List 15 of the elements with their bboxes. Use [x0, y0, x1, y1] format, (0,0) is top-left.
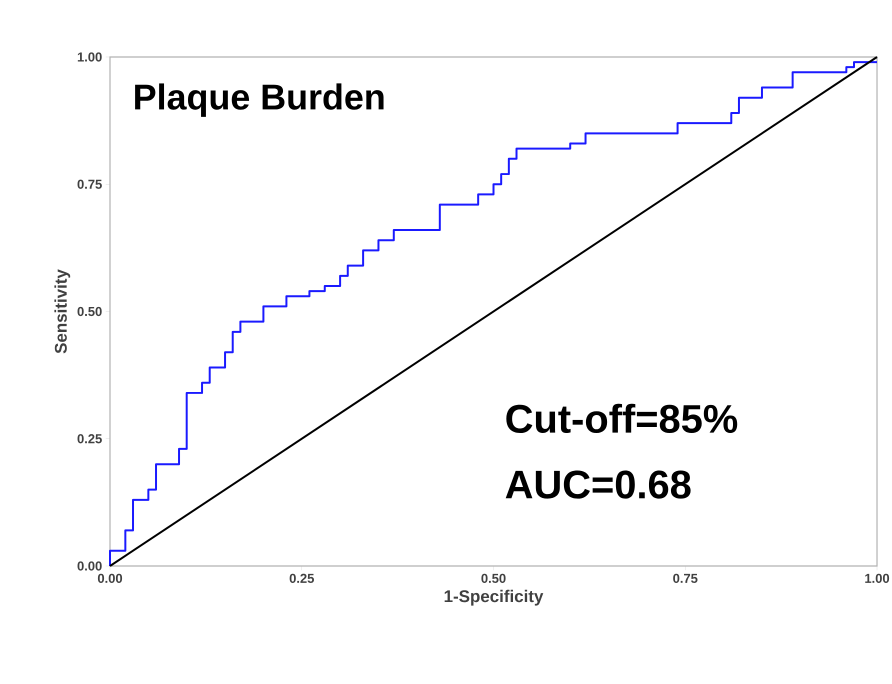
y-tick-label: 0.50: [78, 306, 102, 316]
y-tick-label: 1.00: [78, 52, 102, 62]
y-tick-label: 0.00: [78, 561, 102, 571]
x-tick-label: 1.00: [865, 574, 890, 583]
y-axis-title: Sensitivity: [54, 269, 70, 354]
x-tick-label: 0.25: [290, 574, 314, 583]
text: Plaque Burden: [135, 83, 384, 117]
y-tick-label: 0.25: [78, 434, 102, 444]
annotation: AUC=0.68: [506, 470, 691, 499]
annotation: Cut-off=85%: [506, 404, 738, 434]
y-tick-label: 0.75: [78, 180, 102, 189]
x-axis-title: 1-Specificity: [444, 590, 544, 606]
x-tick-label: 0.00: [98, 574, 122, 583]
x-tick-label: 0.75: [673, 574, 698, 583]
x-tick-label: 0.50: [481, 574, 506, 583]
